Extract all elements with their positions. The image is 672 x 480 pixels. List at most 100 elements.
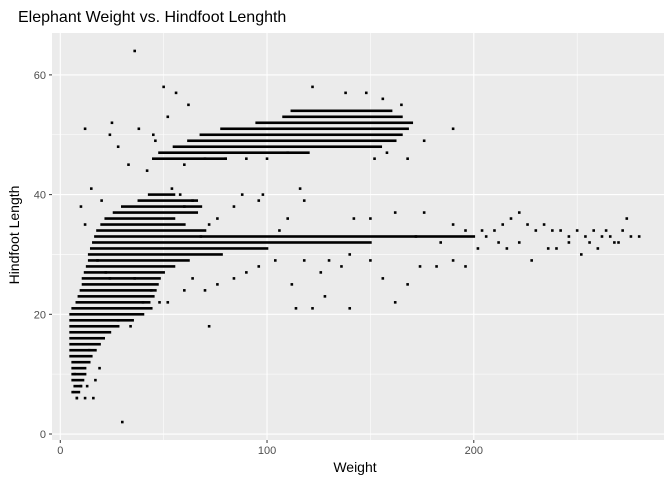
chart-title: Elephant Weight vs. Hindfoot Lenghth [18,9,286,26]
data-point [501,223,505,226]
x-axis-title: Weight [333,459,376,475]
data-point [257,265,261,268]
point-band [255,121,414,125]
point-band [172,145,383,149]
data-point [530,259,533,262]
point-band [152,157,227,160]
data-point [406,157,409,160]
data-point [199,235,203,238]
point-band [282,115,403,119]
x-tick-label: 100 [258,445,276,457]
point-band [69,324,120,328]
y-tick-label: 20 [34,309,46,321]
data-point [348,307,352,310]
data-point [273,259,277,262]
point-band [112,211,199,214]
data-point [232,205,236,208]
data-point [373,157,376,160]
point-band [137,199,199,202]
data-point [344,91,347,95]
data-point [286,217,290,220]
point-band [69,336,105,340]
data-point [352,217,356,220]
data-point [170,187,174,190]
data-point [183,289,186,292]
point-band [73,384,83,388]
data-point [584,235,587,238]
data-point [596,247,600,250]
data-point [257,199,261,202]
data-point [120,420,124,424]
data-point [369,259,372,262]
point-band [69,318,134,322]
data-point [216,217,219,220]
data-point [526,223,529,226]
data-point [133,49,137,53]
data-point [294,307,298,310]
data-point [96,259,99,262]
data-points [69,49,641,424]
data-point [555,247,558,250]
data-point [393,211,397,214]
data-point [166,301,170,304]
data-point [567,241,571,244]
data-point [207,324,211,328]
data-point [137,127,141,131]
data-point [94,378,97,382]
data-point [617,241,620,244]
data-point [364,91,368,95]
data-point [127,163,130,166]
data-point [509,217,513,220]
data-point [406,283,409,286]
point-band [71,366,87,370]
data-point [79,205,83,208]
data-point [497,241,500,244]
data-point [625,217,629,220]
data-point [286,151,290,155]
data-point [534,229,538,232]
data-point [637,235,641,238]
data-point [245,271,248,274]
data-point [207,223,211,226]
data-point [323,295,327,298]
data-point [298,187,302,190]
point-band [85,265,176,268]
data-point [224,157,227,160]
point-band [96,229,207,232]
data-point [476,247,480,250]
data-point [579,253,583,256]
data-point [73,372,77,376]
data-point [464,229,467,232]
point-band [147,193,176,196]
data-point [187,103,190,107]
data-point [152,133,155,137]
point-band [69,354,93,358]
data-point [340,265,343,268]
data-point [517,241,521,244]
point-band [71,307,153,310]
data-point [302,259,306,262]
data-point [216,283,219,286]
data-point [600,235,604,238]
data-point [89,187,93,190]
point-band [120,205,203,208]
point-band [220,127,409,131]
y-tick-label: 0 [40,429,46,441]
point-band [69,348,97,352]
point-band [69,313,145,316]
data-point [567,235,571,238]
point-band [290,109,393,113]
data-point [302,199,306,202]
data-point [480,229,484,232]
data-point [422,139,426,143]
data-point [575,229,579,232]
data-point [83,127,87,131]
data-point [505,247,509,250]
point-band [75,301,151,304]
data-point [451,223,455,226]
point-band [92,241,372,244]
data-point [418,265,422,268]
point-band [89,247,269,250]
data-point [613,241,616,244]
